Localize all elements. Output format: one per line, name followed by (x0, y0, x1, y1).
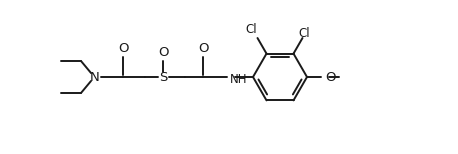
Text: N: N (90, 71, 100, 83)
Text: S: S (159, 71, 167, 83)
Text: Cl: Cl (245, 23, 256, 36)
Text: O: O (118, 41, 128, 55)
Text: Cl: Cl (299, 26, 311, 40)
Text: O: O (158, 45, 168, 59)
Text: O: O (198, 41, 208, 55)
Text: O: O (325, 71, 336, 83)
Text: NH: NH (230, 73, 247, 85)
